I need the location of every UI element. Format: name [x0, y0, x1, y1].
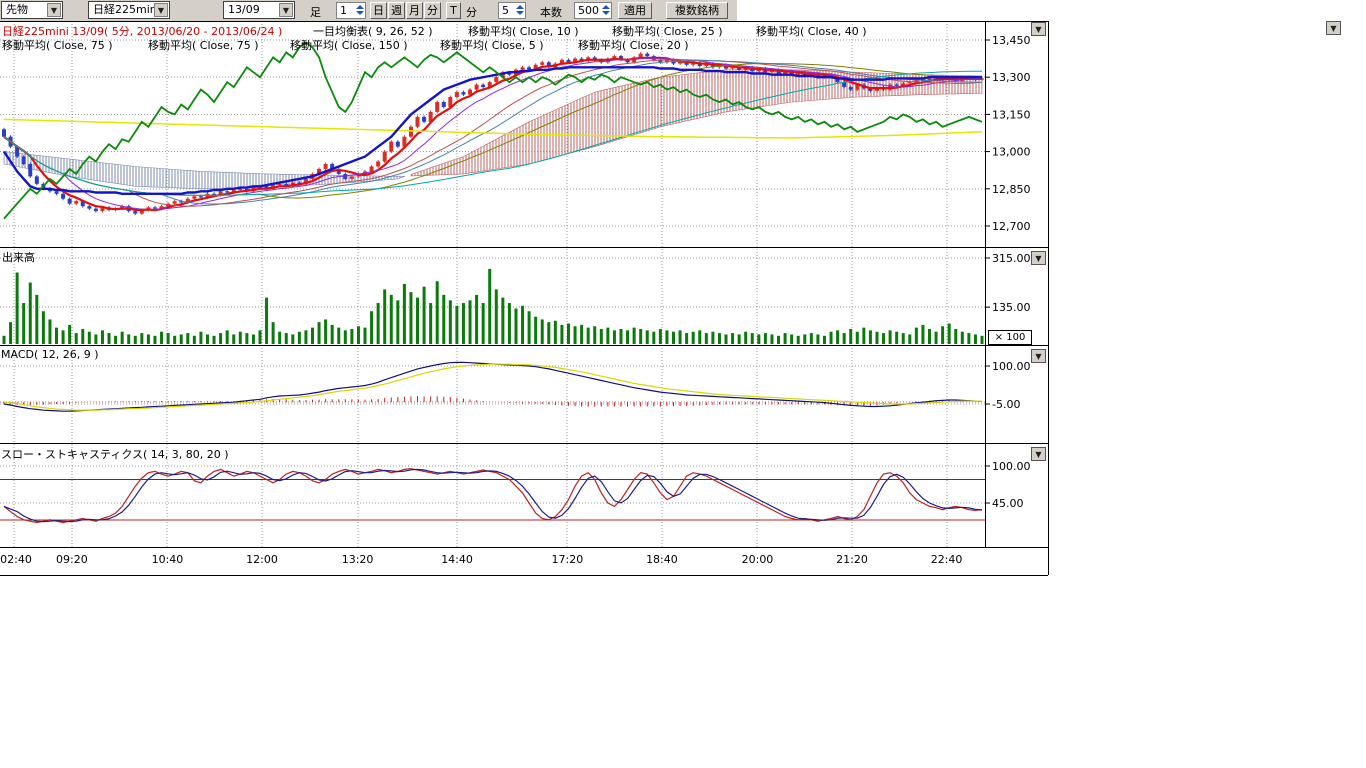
panel-borders [0, 21, 1049, 576]
svg-text:12:00: 12:00 [246, 553, 278, 566]
svg-text:14:40: 14:40 [441, 553, 473, 566]
chevron-down-icon: ▼ [1035, 25, 1042, 34]
minute-count-input[interactable]: 5 [498, 2, 526, 19]
legend-item: 移動平均( Close, 40 ) [756, 25, 867, 38]
minute-count-value: 5 [502, 4, 509, 17]
svg-text:22:40: 22:40 [931, 553, 963, 566]
period-month-button[interactable]: 月 [406, 2, 423, 19]
volume-scale-label: × 100 [988, 330, 1032, 345]
kijun-line [3, 66, 982, 195]
svg-text:12,700: 12,700 [992, 220, 1031, 233]
legend-item: 移動平均( Close, 75 ) [2, 39, 113, 52]
chevron-down-icon[interactable]: ▼ [279, 3, 293, 17]
legend-item: 移動平均( Close, 10 ) [468, 25, 579, 38]
price-panel-dropdown[interactable]: ▼ [1031, 22, 1046, 36]
toolbar: 先物 ▼ 日経225mini ▼ 13/09 ▼ 足 1 日 週 月 分 T 分… [0, 0, 737, 21]
gridlines [0, 21, 985, 547]
period-week-button[interactable]: 週 [388, 2, 405, 19]
svg-text:13,300: 13,300 [992, 71, 1031, 84]
bars-count-label: 本数 [540, 6, 562, 19]
chikou-line [3, 41, 983, 220]
chevron-down-icon: ▼ [1035, 352, 1042, 361]
legend-item: 移動平均( Close, 150 ) [290, 39, 408, 52]
instrument-value: 日経225mini [93, 3, 160, 16]
macd-histogram [3, 396, 970, 407]
svg-text:13,450: 13,450 [992, 34, 1031, 47]
bars-count-input[interactable]: 500 [574, 2, 612, 19]
volume-panel-label: 出来高 [2, 251, 35, 264]
legend-item: 移動平均( Close, 25 ) [612, 25, 723, 38]
svg-text:18:40: 18:40 [646, 553, 678, 566]
svg-text:100.00: 100.00 [992, 460, 1031, 473]
ma150-line [3, 118, 983, 139]
svg-text:-5.00: -5.00 [992, 398, 1020, 411]
contract-month-select[interactable]: 13/09 ▼ [223, 1, 295, 19]
chevron-down-icon: ▼ [1330, 24, 1337, 33]
interval-input[interactable]: 1 [336, 2, 366, 19]
svg-text:100.00: 100.00 [992, 360, 1031, 373]
stochastic-panel-dropdown[interactable]: ▼ [1031, 447, 1046, 461]
legend-item: 一目均衡表( 9, 26, 52 ) [313, 25, 433, 38]
legend-item: 移動平均( Close, 20 ) [578, 39, 689, 52]
legend-item: 移動平均( Close, 5 ) [440, 39, 544, 52]
svg-text:13,150: 13,150 [992, 108, 1031, 121]
legend-item: 移動平均( Close, 75 ) [148, 39, 259, 52]
instrument-type-value: 先物 [6, 3, 28, 16]
svg-text:09:20: 09:20 [56, 553, 88, 566]
svg-text:45.00: 45.00 [992, 497, 1024, 510]
minute-unit-label: 分 [466, 6, 477, 19]
contract-month-value: 13/09 [228, 3, 260, 16]
legend-item: 日経225mini 13/09( 5分, 2013/06/20 - 2013/0… [2, 25, 283, 38]
chevron-down-icon: ▼ [1035, 450, 1042, 459]
svg-text:17:20: 17:20 [552, 553, 584, 566]
macd-lines [3, 361, 982, 412]
bars-count-value: 500 [578, 4, 599, 17]
moving-average-lines [3, 41, 983, 220]
instrument-select[interactable]: 日経225mini ▼ [88, 1, 170, 19]
period-minute-button[interactable]: 分 [424, 2, 441, 19]
svg-text:315.00: 315.00 [992, 252, 1031, 265]
macd-panel-label: MACD( 12, 26, 9 ) [1, 348, 99, 361]
bar-type-label: 足 [310, 6, 321, 19]
svg-text:21:20: 21:20 [836, 553, 868, 566]
volume-bars [2, 268, 984, 344]
window-dropdown[interactable]: ▼ [1326, 21, 1341, 35]
apply-button[interactable]: 適用 [618, 2, 652, 19]
chevron-down-icon: ▼ [1035, 254, 1042, 263]
interval-value: 1 [340, 4, 347, 17]
chevron-down-icon[interactable]: ▼ [154, 3, 168, 17]
svg-text:02:40: 02:40 [0, 553, 32, 566]
svg-text:13:20: 13:20 [342, 553, 374, 566]
volume-panel-dropdown[interactable]: ▼ [1031, 251, 1046, 265]
instrument-type-select[interactable]: 先物 ▼ [1, 1, 63, 19]
period-day-button[interactable]: 日 [370, 2, 387, 19]
svg-text:10:40: 10:40 [152, 553, 184, 566]
svg-text:20:00: 20:00 [742, 553, 774, 566]
stochastic-lines [3, 468, 983, 524]
tick-button[interactable]: T [446, 2, 461, 19]
chevron-down-icon[interactable]: ▼ [47, 3, 61, 17]
svg-text:13,000: 13,000 [992, 146, 1031, 159]
stochastic-panel-label: スロー・ストキャスティクス( 14, 3, 80, 20 ) [1, 448, 229, 461]
svg-text:135.00: 135.00 [992, 301, 1031, 314]
macd-panel-dropdown[interactable]: ▼ [1031, 349, 1046, 363]
axis-labels: 13,450 13,300 13,150 13,000 12,850 12,700 315.… [0, 34, 1030, 566]
chart-canvas[interactable]: 13,450 13,300 13,150 13,000 12,850 12,700 315.… [0, 0, 1060, 580]
multi-symbol-button[interactable]: 複数銘柄 [666, 2, 728, 19]
svg-text:12,850: 12,850 [992, 183, 1031, 196]
